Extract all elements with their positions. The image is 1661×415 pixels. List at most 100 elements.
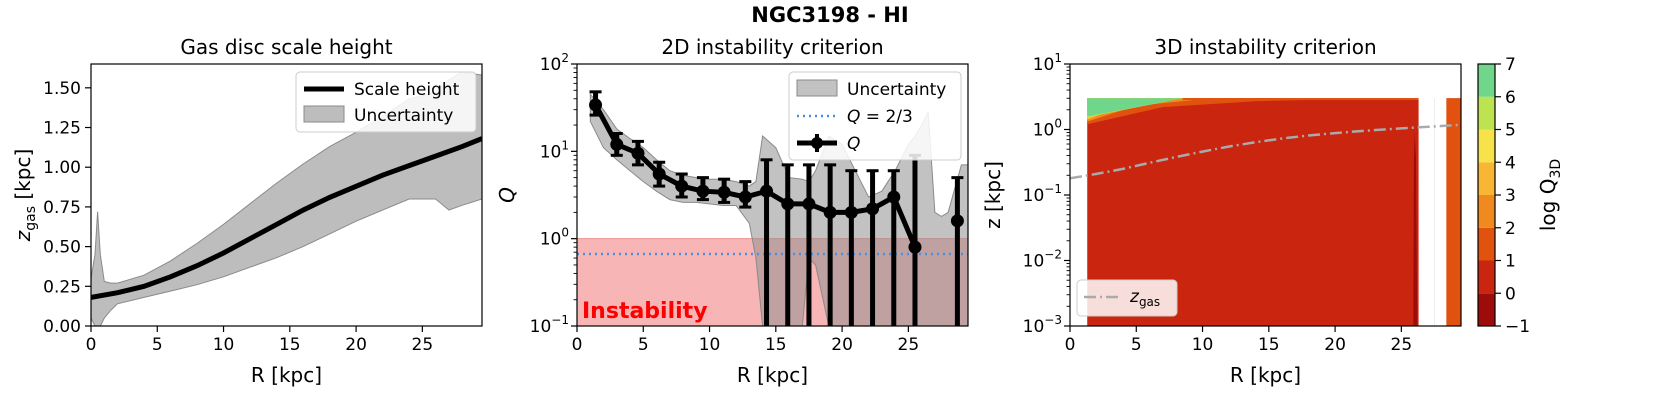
y-axis-label-main: z <box>11 230 35 242</box>
scale-height-line <box>91 136 482 300</box>
y-tick-exponent: 1 <box>1054 51 1062 65</box>
contour-gap <box>1418 65 1447 326</box>
y-tick-label: 0.00 <box>43 317 81 337</box>
y-axis-label-unit: [kpc] <box>11 149 35 206</box>
y-tick-base: 10 <box>1023 317 1045 337</box>
contour-region-right <box>1446 98 1461 326</box>
y-tick-label: 10−1 <box>1023 182 1062 206</box>
y-tick-label: 0.75 <box>43 198 81 218</box>
y-tick-label: 1.50 <box>43 79 81 99</box>
legend-label-ref: Q = 2/3 <box>847 107 913 127</box>
legend-swatch-q-marker <box>811 137 823 149</box>
colorbar-tick-label: 7 <box>1505 55 1516 75</box>
colorbar-tick-label: 0 <box>1505 284 1516 304</box>
x-tick-label: 25 <box>1391 335 1413 355</box>
legend-swatch-band <box>796 79 838 97</box>
colorbar-label-main: log Q <box>1536 179 1560 232</box>
legend-label: zgas <box>1129 287 1160 309</box>
q-point <box>760 184 774 198</box>
chart-title: 3D instability criterion <box>1154 35 1376 59</box>
x-axis-label: R [kpc] <box>737 363 808 387</box>
q-point <box>675 179 689 193</box>
x-tick-label: 25 <box>898 335 920 355</box>
x-tick-label: 0 <box>86 335 97 355</box>
colorbar-tick-label: 3 <box>1505 186 1516 206</box>
y-tick-base: 10 <box>1023 186 1045 206</box>
x-tick-label: 0 <box>1065 335 1076 355</box>
colorbar-label-sub: 3D <box>1548 159 1564 179</box>
y-tick-label: 10−1 <box>530 313 569 337</box>
y-tick-exponent: 0 <box>561 226 569 240</box>
legend-label-sub: gas <box>1139 295 1160 309</box>
axes-frame <box>90 63 483 327</box>
colorbar-segment <box>1478 64 1495 97</box>
chart-title: 2D instability criterion <box>661 35 883 59</box>
colorbar-tick-label: 6 <box>1505 88 1516 108</box>
colorbar-tick-label: 5 <box>1505 121 1516 141</box>
contour-spike <box>1413 132 1418 326</box>
y-tick-label: 1.00 <box>43 158 81 178</box>
y-tick-label: 0.25 <box>43 277 81 297</box>
y-tick-base: 10 <box>1033 55 1055 75</box>
q-point <box>908 240 922 254</box>
legend: Uncertainty Q = 2/3 Q <box>788 71 962 161</box>
y-tick-exponent: 1 <box>561 138 569 152</box>
figure-title: NGC3198 - HI <box>751 3 908 27</box>
colorbar-segment <box>1478 260 1495 294</box>
q-point <box>887 190 901 204</box>
x-tick-label: 10 <box>1192 335 1214 355</box>
colorbar-label: log Q3D <box>1536 159 1564 231</box>
colorbar-segment <box>1478 293 1495 326</box>
legend: Scale height Uncertainty <box>295 71 477 133</box>
contour-cap <box>1182 98 1419 101</box>
y-tick-label: 100 <box>540 226 569 250</box>
x-tick-label: 5 <box>152 335 163 355</box>
y-tick-exponent: 2 <box>561 51 569 65</box>
y-tick-base: 10 <box>1023 252 1045 272</box>
x-tick-label: 15 <box>279 335 301 355</box>
colorbar-segment <box>1478 129 1495 163</box>
x-tick-label: 20 <box>831 335 853 355</box>
q-point <box>717 185 731 199</box>
legend-label: Uncertainty <box>354 106 453 126</box>
x-tick-label: 10 <box>699 335 721 355</box>
x-tick-label: 5 <box>638 335 649 355</box>
legend-label-ref-value: = 2/3 <box>860 107 912 127</box>
y-tick-exponent: 0 <box>1054 117 1062 131</box>
y-axis-label: Q <box>495 187 519 203</box>
x-tick-label: 5 <box>1131 335 1142 355</box>
y-tick-exponent: −1 <box>1044 182 1062 196</box>
y-tick-base: 10 <box>540 142 562 162</box>
q-point <box>631 146 645 160</box>
legend-label-q: Q <box>847 134 860 154</box>
colorbar-tick-label: 4 <box>1505 153 1516 173</box>
y-tick-base: 10 <box>530 317 552 337</box>
legend: zgas <box>1076 279 1178 317</box>
y-axis-label-sub: gas <box>23 206 39 231</box>
y-tick-exponent: −3 <box>1044 313 1062 327</box>
legend-label: Uncertainty <box>847 80 946 100</box>
x-tick-label: 20 <box>345 335 367 355</box>
legend-label-main: z <box>1129 287 1140 307</box>
legend-box <box>1076 279 1178 317</box>
colorbar-segment <box>1478 162 1495 195</box>
x-axis-label: R [kpc] <box>251 363 322 387</box>
colorbar-tick-label: 1 <box>1505 252 1516 272</box>
y-tick-label: 100 <box>1033 117 1062 141</box>
x-axis-label-text: R [kpc] <box>1230 363 1301 387</box>
instability-label: Instability <box>582 299 708 324</box>
q-point <box>589 98 603 112</box>
q-point <box>823 205 837 219</box>
y-tick-label: 1.25 <box>43 119 81 139</box>
q-point <box>652 167 666 181</box>
y-tick-base: 10 <box>540 230 562 250</box>
panel-scale-height: 0 5 10 15 20 25 0.00 0.25 0.50 0.75 1.00 1.25 1.50 Ga… <box>11 35 483 387</box>
y-tick-exponent: −2 <box>1044 248 1062 262</box>
legend-swatch-band <box>303 105 345 123</box>
y-axis-label: z [kpc] <box>981 161 1005 229</box>
colorbar: −1 0 1 2 3 4 5 6 7 log Q3D <box>1477 55 1564 337</box>
chart-title: Gas disc scale height <box>180 35 392 59</box>
x-tick-label: 0 <box>572 335 583 355</box>
